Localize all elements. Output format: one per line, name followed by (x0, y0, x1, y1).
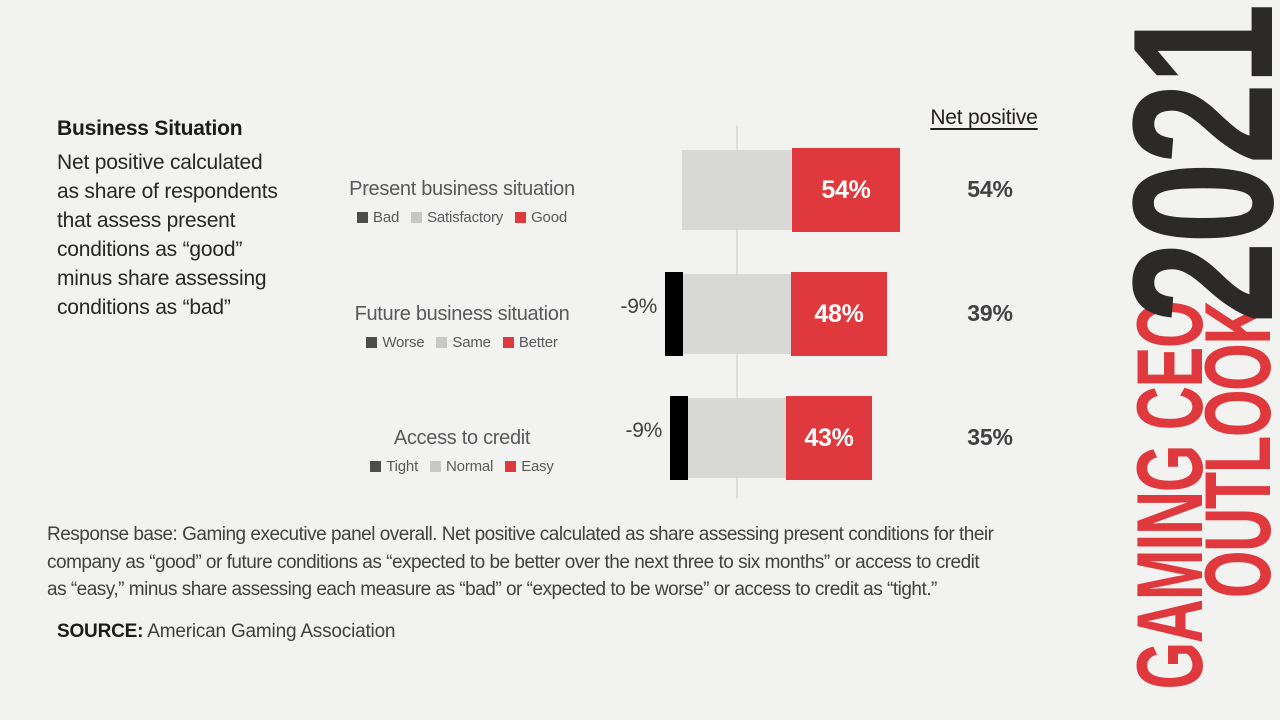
footnote-line: company as “good” or future conditions a… (47, 551, 980, 573)
legend-item: Good (515, 209, 567, 226)
legend-item: Same (436, 334, 491, 351)
bar-segment-positive: 54% (792, 148, 900, 232)
legend-label: Bad (373, 209, 400, 226)
legend-item: Better (502, 334, 558, 351)
negative-value-label: -9% (625, 419, 663, 442)
chart-description-line: that assess present (57, 209, 236, 232)
row-legend: Worse Same Better (322, 334, 602, 351)
sidebar-rotated-content: GAMING CEO OUTLOOK 2021 (1092, 0, 1280, 720)
row-legend: Bad Satisfactory Good (322, 209, 602, 226)
row-label-block: Present business situation Bad Satisfact… (322, 177, 602, 226)
chart-description-line: minus share assessing (57, 267, 267, 290)
legend-item: Normal (430, 458, 493, 475)
footnote-line: as “easy,” minus share assessing each me… (47, 579, 937, 600)
legend-label: Satisfactory (427, 209, 504, 226)
legend-swatch-neutral (411, 212, 423, 223)
net-positive-value: 54% (967, 176, 1013, 202)
row-label: Present business situation (349, 178, 575, 200)
positive-value-label: 43% (804, 423, 854, 452)
net-positive-header: Net positive (930, 106, 1038, 129)
sidebar-branding: GAMING CEO OUTLOOK 2021 (1092, 0, 1280, 720)
legend-swatch-positive (505, 461, 517, 472)
positive-value-label: 48% (814, 299, 864, 328)
row-label-block: Future business situation Worse Same Bet… (322, 302, 602, 351)
net-positive-value: 35% (967, 424, 1013, 450)
legend-item: Satisfactory (411, 209, 503, 226)
footnote: Response base: Gaming executive panel ov… (47, 521, 994, 604)
positive-value-label: 54% (821, 175, 871, 204)
legend-swatch-negative (366, 337, 378, 348)
legend-label: Easy (521, 458, 554, 475)
chart-description-line: Net positive calculated (57, 151, 263, 174)
legend-swatch-neutral (436, 337, 448, 348)
bar-segment-neutral (682, 150, 792, 230)
row-label-block: Access to credit Tight Normal Easy (322, 426, 602, 475)
legend-label: Tight (386, 458, 419, 475)
legend-label: Normal (446, 458, 494, 475)
bar-segment-negative (670, 396, 688, 480)
legend-label: Same (452, 334, 491, 351)
bar-segment-neutral (688, 398, 786, 478)
chart-title: Business Situation (57, 117, 243, 140)
legend-item: Tight (370, 458, 418, 475)
legend-item: Bad (357, 209, 399, 226)
legend-item: Worse (366, 334, 425, 351)
legend-swatch-negative (370, 461, 382, 472)
source-text: American Gaming Association (147, 621, 396, 642)
row-label: Future business situation (354, 303, 570, 325)
legend-swatch-positive (502, 337, 514, 348)
legend-item: Easy (505, 458, 554, 475)
legend-label: Better (518, 334, 558, 351)
bar-segment-negative (665, 272, 683, 356)
row-label: Access to credit (393, 427, 531, 449)
legend-swatch-negative (357, 212, 369, 223)
bar-segment-neutral (683, 274, 791, 354)
source-line: SOURCE: American Gaming Association (57, 621, 396, 643)
legend-swatch-neutral (430, 461, 442, 472)
footnote-line: Response base: Gaming executive panel ov… (47, 524, 994, 545)
chart-description-line: conditions as “bad” (57, 296, 231, 319)
bar-segment-positive: 48% (791, 272, 887, 356)
source-label: SOURCE: (57, 621, 144, 642)
chart-intro: Business Situation Net positive calculat… (57, 116, 357, 322)
negative-value-label: -9% (620, 295, 658, 318)
chart-description-line: as share of respondents (57, 180, 278, 203)
legend-swatch-positive (515, 212, 527, 223)
chart-description-line: conditions as “good” (57, 238, 243, 261)
legend-label: Worse (382, 334, 425, 351)
legend-label: Good (531, 209, 567, 226)
bar-segment-positive: 43% (786, 396, 872, 480)
row-legend: Tight Normal Easy (322, 458, 602, 475)
net-positive-value: 39% (967, 300, 1013, 326)
brand-title: GAMING CEO OUTLOOK (1117, 302, 1280, 690)
brand-year: 2021 (1092, 6, 1280, 324)
